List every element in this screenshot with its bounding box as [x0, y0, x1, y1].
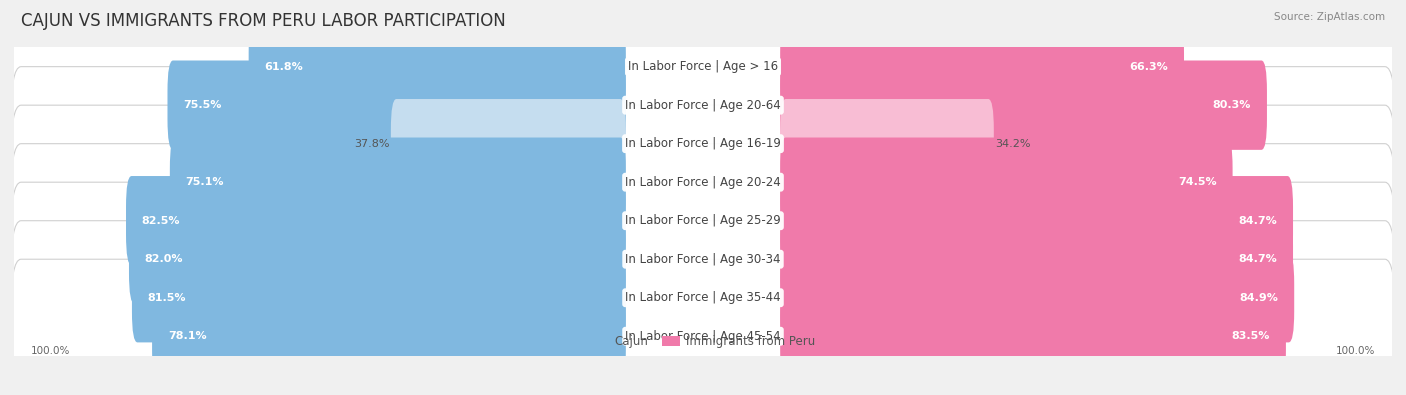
Legend: Cajun, Immigrants from Peru: Cajun, Immigrants from Peru: [586, 330, 820, 353]
Text: 84.7%: 84.7%: [1239, 216, 1277, 226]
FancyBboxPatch shape: [11, 259, 1395, 395]
Text: 66.3%: 66.3%: [1129, 62, 1168, 71]
Text: In Labor Force | Age 30-34: In Labor Force | Age 30-34: [626, 253, 780, 266]
Text: 82.0%: 82.0%: [145, 254, 183, 264]
FancyBboxPatch shape: [780, 60, 1267, 150]
Text: CAJUN VS IMMIGRANTS FROM PERU LABOR PARTICIPATION: CAJUN VS IMMIGRANTS FROM PERU LABOR PART…: [21, 12, 506, 30]
FancyBboxPatch shape: [11, 67, 1395, 221]
FancyBboxPatch shape: [780, 22, 1184, 111]
Text: 61.8%: 61.8%: [264, 62, 304, 71]
FancyBboxPatch shape: [11, 221, 1395, 375]
Text: 100.0%: 100.0%: [1336, 346, 1375, 356]
Text: 75.1%: 75.1%: [186, 177, 224, 187]
FancyBboxPatch shape: [132, 253, 626, 342]
Text: In Labor Force | Age 16-19: In Labor Force | Age 16-19: [626, 137, 780, 150]
Text: 74.5%: 74.5%: [1178, 177, 1216, 187]
Text: 80.3%: 80.3%: [1213, 100, 1251, 110]
FancyBboxPatch shape: [391, 99, 626, 188]
FancyBboxPatch shape: [170, 137, 626, 227]
Text: 84.9%: 84.9%: [1240, 293, 1278, 303]
Text: 83.5%: 83.5%: [1232, 331, 1270, 341]
FancyBboxPatch shape: [11, 28, 1395, 182]
FancyBboxPatch shape: [249, 22, 626, 111]
Text: In Labor Force | Age 20-64: In Labor Force | Age 20-64: [626, 99, 780, 112]
Text: In Labor Force | Age > 16: In Labor Force | Age > 16: [628, 60, 778, 73]
Text: 82.5%: 82.5%: [142, 216, 180, 226]
FancyBboxPatch shape: [780, 292, 1286, 381]
FancyBboxPatch shape: [167, 60, 626, 150]
FancyBboxPatch shape: [780, 176, 1294, 265]
Text: In Labor Force | Age 25-29: In Labor Force | Age 25-29: [626, 214, 780, 227]
Text: 34.2%: 34.2%: [995, 139, 1031, 149]
FancyBboxPatch shape: [127, 176, 626, 265]
Text: 81.5%: 81.5%: [148, 293, 186, 303]
Text: 100.0%: 100.0%: [31, 346, 70, 356]
FancyBboxPatch shape: [11, 0, 1395, 144]
FancyBboxPatch shape: [129, 214, 626, 304]
Text: 78.1%: 78.1%: [167, 331, 207, 341]
FancyBboxPatch shape: [780, 253, 1294, 342]
FancyBboxPatch shape: [11, 144, 1395, 298]
Text: 37.8%: 37.8%: [354, 139, 389, 149]
Text: Source: ZipAtlas.com: Source: ZipAtlas.com: [1274, 12, 1385, 22]
Text: 84.7%: 84.7%: [1239, 254, 1277, 264]
FancyBboxPatch shape: [780, 99, 994, 188]
FancyBboxPatch shape: [780, 137, 1233, 227]
Text: In Labor Force | Age 35-44: In Labor Force | Age 35-44: [626, 291, 780, 304]
Text: 75.5%: 75.5%: [183, 100, 222, 110]
Text: In Labor Force | Age 45-54: In Labor Force | Age 45-54: [626, 330, 780, 343]
Text: In Labor Force | Age 20-24: In Labor Force | Age 20-24: [626, 176, 780, 189]
FancyBboxPatch shape: [152, 292, 626, 381]
FancyBboxPatch shape: [780, 214, 1294, 304]
FancyBboxPatch shape: [11, 182, 1395, 336]
FancyBboxPatch shape: [11, 105, 1395, 259]
